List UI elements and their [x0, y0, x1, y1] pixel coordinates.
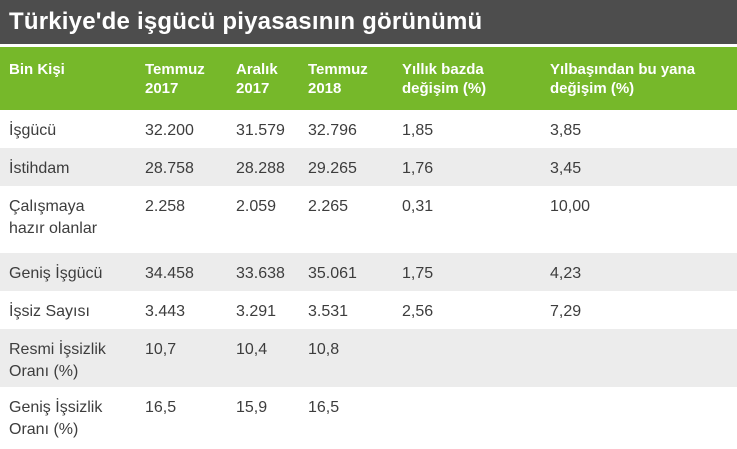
table-cell: 10,8	[308, 329, 402, 387]
table-cell: 29.265	[308, 148, 402, 186]
table-cell: 32.200	[145, 110, 236, 148]
row-label: Geniş İşgücü	[0, 253, 145, 291]
title-bar: Türkiye'de işgücü piyasasının görünümü	[0, 0, 737, 44]
table-cell: 10,7	[145, 329, 236, 387]
header-cell-temmuz-2018: Temmuz 2018	[308, 47, 402, 110]
table-cell	[550, 387, 737, 449]
table-body: İşgücü 32.200 31.579 32.796 1,85 3,85 İs…	[0, 110, 737, 449]
header-cell-temmuz-2017: Temmuz 2017	[145, 47, 236, 110]
row-calismaya-hazir-olanlar: Çalışmaya hazır olanlar 2.258 2.059 2.26…	[0, 186, 737, 253]
row-label: İstihdam	[0, 148, 145, 186]
table-cell: 3.443	[145, 291, 236, 329]
row-label: Çalışmaya hazır olanlar	[0, 186, 145, 253]
table-cell: 16,5	[145, 387, 236, 449]
header-cell-aralik-2017: Aralık 2017	[236, 47, 308, 110]
table-cell: 28.758	[145, 148, 236, 186]
row-resmi-issizlik-orani: Resmi İşsizlik Oranı (%) 10,7 10,4 10,8	[0, 329, 737, 387]
table-cell: 2,56	[402, 291, 550, 329]
row-label: Resmi İşsizlik Oranı (%)	[0, 329, 145, 387]
table-cell: 3.531	[308, 291, 402, 329]
row-label: İşsiz Sayısı	[0, 291, 145, 329]
table-cell: 2.265	[308, 186, 402, 253]
page-title: Türkiye'de işgücü piyasasının görünümü	[9, 8, 483, 35]
row-label: Geniş İşsizlik Oranı (%)	[0, 387, 145, 449]
table-cell: 2.258	[145, 186, 236, 253]
table-cell: 10,4	[236, 329, 308, 387]
header-cell-yillik-bazda-degisim: Yıllık bazda değişim (%)	[402, 47, 550, 110]
header-cell-bin-kisi: Bin Kişi	[0, 47, 145, 110]
table-cell: 16,5	[308, 387, 402, 449]
row-istihdam: İstihdam 28.758 28.288 29.265 1,76 3,45	[0, 148, 737, 186]
labor-market-table: Bin Kişi Temmuz 2017 Aralık 2017 Temmuz …	[0, 47, 737, 449]
table-cell: 32.796	[308, 110, 402, 148]
table-cell: 33.638	[236, 253, 308, 291]
table-cell: 28.288	[236, 148, 308, 186]
table-cell: 4,23	[550, 253, 737, 291]
table-cell: 1,85	[402, 110, 550, 148]
table-cell: 15,9	[236, 387, 308, 449]
row-genis-isgucu: Geniş İşgücü 34.458 33.638 35.061 1,75 4…	[0, 253, 737, 291]
table-cell: 0,31	[402, 186, 550, 253]
table-cell: 34.458	[145, 253, 236, 291]
table-cell: 3.291	[236, 291, 308, 329]
title-divider	[0, 44, 737, 47]
row-genis-issizlik-orani: Geniş İşsizlik Oranı (%) 16,5 15,9 16,5	[0, 387, 737, 449]
table-cell: 31.579	[236, 110, 308, 148]
table-cell: 7,29	[550, 291, 737, 329]
row-isgucu: İşgücü 32.200 31.579 32.796 1,85 3,85	[0, 110, 737, 148]
table-cell	[402, 387, 550, 449]
table-cell: 3,85	[550, 110, 737, 148]
table-cell	[550, 329, 737, 387]
table-cell: 35.061	[308, 253, 402, 291]
table-header: Bin Kişi Temmuz 2017 Aralık 2017 Temmuz …	[0, 47, 737, 110]
table-cell: 1,75	[402, 253, 550, 291]
table-cell: 1,76	[402, 148, 550, 186]
table-cell	[402, 329, 550, 387]
table-cell: 10,00	[550, 186, 737, 253]
row-issiz-sayisi: İşsiz Sayısı 3.443 3.291 3.531 2,56 7,29	[0, 291, 737, 329]
header-cell-yilbasindan-bu-yana-degisim: Yılbaşından bu yana değişim (%)	[550, 47, 737, 110]
header-row: Bin Kişi Temmuz 2017 Aralık 2017 Temmuz …	[0, 47, 737, 110]
table-cell: 3,45	[550, 148, 737, 186]
row-label: İşgücü	[0, 110, 145, 148]
table-cell: 2.059	[236, 186, 308, 253]
